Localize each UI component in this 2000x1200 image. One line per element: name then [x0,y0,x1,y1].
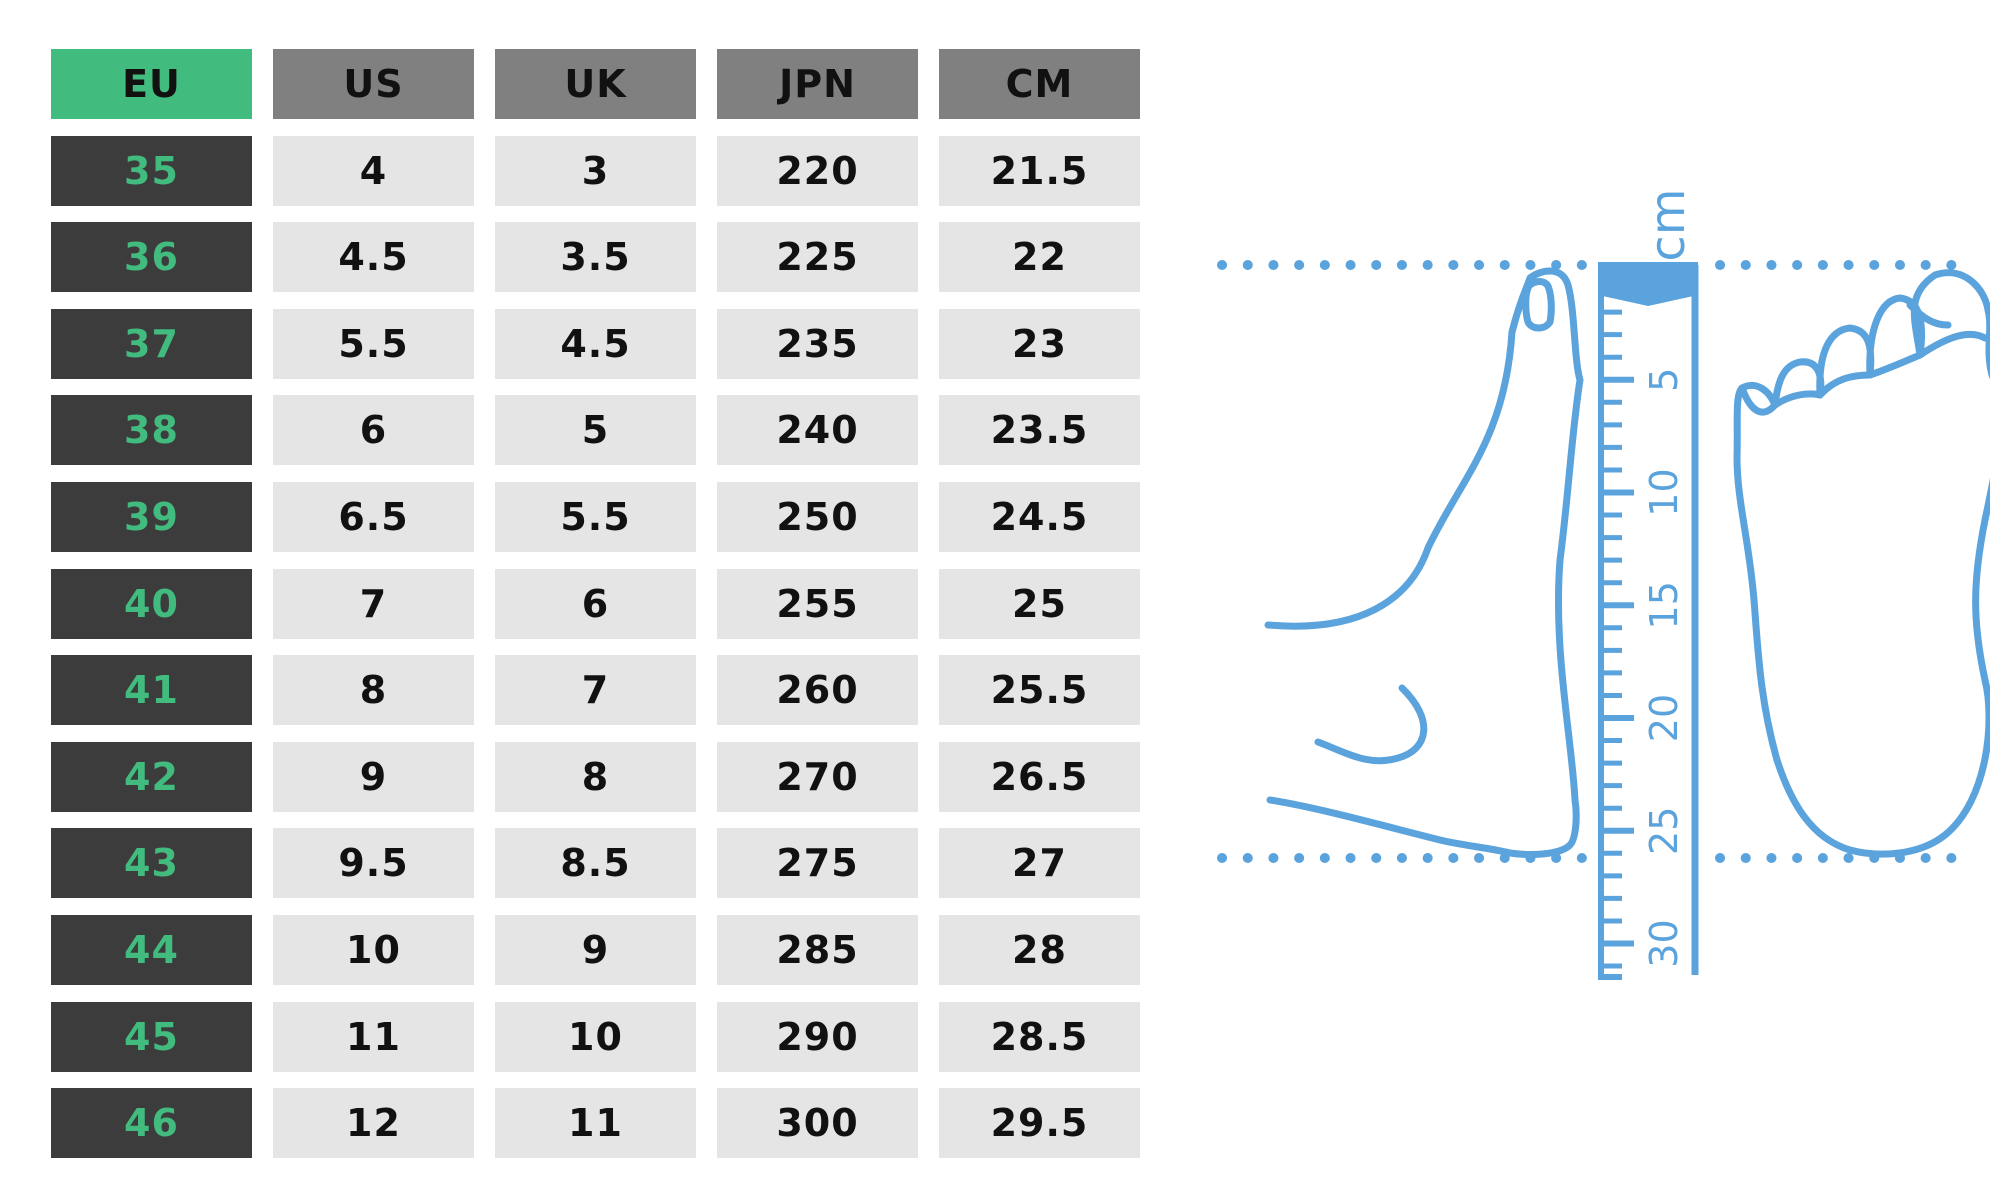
cell-uk: 11 [495,1088,696,1159]
cell-uk: 5.5 [495,481,696,552]
cell-jpn: 240 [717,395,918,466]
ruler-labels: 5 10 15 20 25 30 [1642,368,1686,968]
cell-eu: 42 [51,741,252,812]
cell-cm: 27 [939,828,1140,899]
cell-us: 5.5 [273,308,474,379]
cell-cm: 21.5 [939,135,1140,206]
cell-uk: 10 [495,1001,696,1072]
cell-cm: 28 [939,914,1140,985]
ruler-mark-label: 10 [1642,468,1686,516]
header-jpn: JPN [717,49,918,119]
guide-lines [1217,260,1980,863]
cell-cm: 25.5 [939,655,1140,726]
cell-us: 7 [273,568,474,639]
cell-us: 9.5 [273,828,474,899]
cell-cm: 26.5 [939,741,1140,812]
ruler-icon: 5 10 15 20 25 30 cm [1598,188,1699,980]
cell-us: 8 [273,655,474,726]
cell-eu: 37 [51,308,252,379]
cell-jpn: 275 [717,828,918,899]
ruler-mark-label: 5 [1642,368,1686,392]
ruler-mark-label: 15 [1642,581,1686,629]
cell-cm: 23 [939,308,1140,379]
cell-jpn: 285 [717,914,918,985]
cell-uk: 6 [495,568,696,639]
cell-jpn: 220 [717,135,918,206]
header-us: US [273,49,474,119]
cell-eu: 38 [51,395,252,466]
cell-jpn: 255 [717,568,918,639]
cell-us: 4 [273,135,474,206]
cell-cm: 28.5 [939,1001,1140,1072]
cell-cm: 25 [939,568,1140,639]
cell-jpn: 235 [717,308,918,379]
foot-sole-icon [1733,269,1990,858]
cell-cm: 24.5 [939,481,1140,552]
cell-uk: 3.5 [495,222,696,293]
cell-uk: 3 [495,135,696,206]
cell-jpn: 250 [717,481,918,552]
cell-us: 4.5 [273,222,474,293]
cell-uk: 5 [495,395,696,466]
cell-eu: 44 [51,914,252,985]
cell-us: 6.5 [273,481,474,552]
foot-side-icon [1264,267,1584,858]
cell-eu: 39 [51,481,252,552]
cell-eu: 45 [51,1001,252,1072]
cell-jpn: 225 [717,222,918,293]
cell-uk: 8 [495,741,696,812]
ruler-mark-label: 20 [1642,694,1686,742]
cell-eu: 35 [51,135,252,206]
cell-uk: 8.5 [495,828,696,899]
cell-jpn: 290 [717,1001,918,1072]
cell-us: 11 [273,1001,474,1072]
cell-cm: 29.5 [939,1088,1140,1159]
cell-uk: 7 [495,655,696,726]
cell-us: 12 [273,1088,474,1159]
cell-eu: 40 [51,568,252,639]
header-eu: EU [51,49,252,119]
header-cm: CM [939,49,1140,119]
ruler-mark-label: 30 [1642,919,1686,967]
cell-uk: 4.5 [495,308,696,379]
ruler-mark-label: 25 [1642,807,1686,855]
cell-us: 10 [273,914,474,985]
cell-cm: 22 [939,222,1140,293]
cell-eu: 41 [51,655,252,726]
cell-eu: 36 [51,222,252,293]
cell-jpn: 260 [717,655,918,726]
cell-eu: 46 [51,1088,252,1159]
cell-jpn: 300 [717,1088,918,1159]
ruler-unit-label: cm [1640,188,1696,261]
size-chart-table: EU US UK JPN CM 35 4 3 220 21.5 36 4.5 3.5 225 22 37 5.5… [51,49,1140,1159]
ruler-top-cap [1598,262,1698,306]
cell-cm: 23.5 [939,395,1140,466]
cell-jpn: 270 [717,741,918,812]
cell-uk: 9 [495,914,696,985]
cell-us: 9 [273,741,474,812]
ruler-ticks [1601,287,1634,969]
foot-measurement-diagram: 5 10 15 20 25 30 cm [1217,188,1990,980]
cell-us: 6 [273,395,474,466]
header-uk: UK [495,49,696,119]
cell-eu: 43 [51,828,252,899]
